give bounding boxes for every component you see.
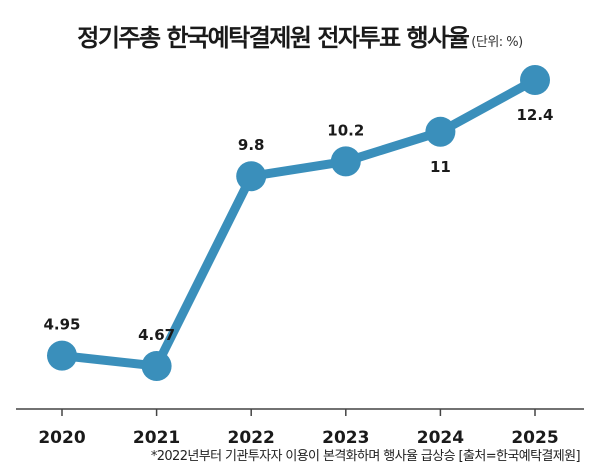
chart-title-row: 정기주총 한국예탁결제원 전자투표 행사율 (단위: %) xyxy=(0,18,600,53)
data-point-2021 xyxy=(141,351,172,381)
x-tick-label-2024: 2024 xyxy=(417,428,464,448)
data-label-2024: 11 xyxy=(430,158,451,176)
x-tick-label-2023: 2023 xyxy=(322,428,369,448)
data-point-2020 xyxy=(47,340,77,371)
unit-label: (단위: %) xyxy=(471,35,523,50)
x-tick-label-2021: 2021 xyxy=(133,428,180,448)
data-point-2025 xyxy=(520,65,550,95)
data-label-2021: 4.67 xyxy=(138,326,175,344)
data-point-2024 xyxy=(425,116,456,147)
x-tick-label-2022: 2022 xyxy=(228,428,275,448)
data-label-2025: 12.4 xyxy=(516,106,553,124)
x-tick-label-2020: 2020 xyxy=(38,428,85,448)
data-point-2023 xyxy=(330,146,361,177)
footnote: *2022년부터 기관투자자 이용이 본격화하며 행사율 급상승 [출처=한국예… xyxy=(150,449,581,464)
data-point-2022 xyxy=(236,161,267,192)
x-tick-label-2025: 2025 xyxy=(511,428,558,448)
chart-title: 정기주총 한국예탁결제원 전자투표 행사율 xyxy=(77,24,470,52)
data-label-2020: 4.95 xyxy=(43,316,80,334)
data-label-2022: 9.8 xyxy=(238,136,265,154)
data-label-2023: 10.2 xyxy=(327,121,364,139)
series-line xyxy=(57,75,540,371)
